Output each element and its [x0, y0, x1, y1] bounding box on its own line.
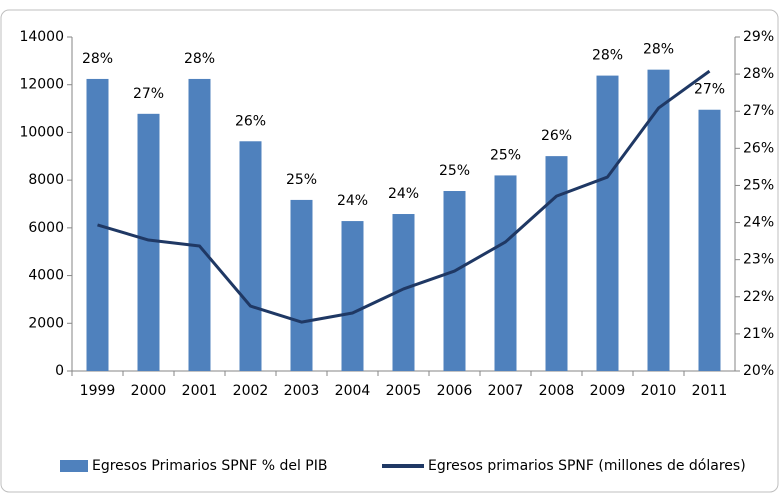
- y2-tick-label: 29%: [743, 29, 774, 45]
- y2-tick-label: 26%: [743, 140, 774, 156]
- x-tick-label: 2004: [335, 383, 371, 399]
- x-tick-label: 2000: [131, 383, 167, 399]
- x-tick-label: 2005: [386, 383, 422, 399]
- bar: [698, 109, 721, 371]
- y-tick-label: 6000: [28, 220, 64, 236]
- bar-label: 25%: [490, 147, 521, 163]
- y-tick-label: 2000: [28, 315, 64, 331]
- x-tick-label: 2008: [539, 383, 575, 399]
- bar: [392, 214, 415, 371]
- bar: [86, 78, 109, 372]
- bar: [443, 191, 466, 371]
- bar-label: 28%: [184, 51, 215, 67]
- x-tick-label: 2007: [488, 383, 524, 399]
- bar-label: 25%: [286, 172, 317, 188]
- bar: [239, 141, 262, 371]
- bar-label: 28%: [82, 51, 113, 67]
- bar: [290, 199, 313, 371]
- bar-label: 25%: [439, 163, 470, 179]
- bar: [341, 221, 364, 371]
- y-tick-label: 4000: [28, 268, 64, 284]
- x-tick-label: 1999: [80, 383, 116, 399]
- y-tick-label: 14000: [19, 29, 64, 45]
- y2-tick-label: 25%: [743, 177, 774, 193]
- y-tick-label: 12000: [19, 77, 64, 93]
- bar: [647, 69, 670, 371]
- x-tick-label: 2006: [437, 383, 473, 399]
- bar-label: 27%: [694, 82, 725, 98]
- y2-tick-label: 20%: [743, 363, 774, 379]
- legend-label: Egresos primarios SPNF (millones de dóla…: [428, 458, 746, 474]
- bar: [545, 156, 568, 371]
- bar-label: 26%: [235, 113, 266, 129]
- legend-swatch: [60, 460, 88, 472]
- bar: [188, 78, 211, 372]
- bar-label: 28%: [643, 42, 674, 58]
- bar: [137, 113, 160, 371]
- y2-tick-label: 27%: [743, 103, 774, 119]
- legend-label: Egresos Primarios SPNF % del PIB: [92, 458, 327, 474]
- y2-tick-label: 22%: [743, 289, 774, 305]
- line: [97, 69, 711, 324]
- bar: [494, 175, 517, 371]
- y-tick-label: 10000: [19, 124, 64, 140]
- y2-tick-label: 24%: [743, 215, 774, 231]
- bar: [596, 75, 619, 372]
- bar-label: 26%: [541, 128, 572, 144]
- x-tick-label: 2001: [182, 383, 218, 399]
- x-tick-label: 2002: [233, 383, 269, 399]
- x-tick-label: 2003: [284, 383, 320, 399]
- bar-label: 27%: [133, 86, 164, 102]
- bar-label: 24%: [337, 193, 368, 209]
- x-tick-label: 2010: [641, 383, 677, 399]
- y2-tick-label: 21%: [743, 326, 774, 342]
- bar-label: 28%: [592, 48, 623, 64]
- x-tick-label: 2011: [692, 383, 728, 399]
- x-tick-label: 2009: [590, 383, 626, 399]
- bar-label: 24%: [388, 186, 419, 202]
- y-tick-label: 0: [55, 363, 64, 379]
- y2-tick-label: 23%: [743, 252, 774, 268]
- y2-tick-label: 28%: [743, 66, 774, 82]
- y-tick-label: 8000: [28, 172, 64, 188]
